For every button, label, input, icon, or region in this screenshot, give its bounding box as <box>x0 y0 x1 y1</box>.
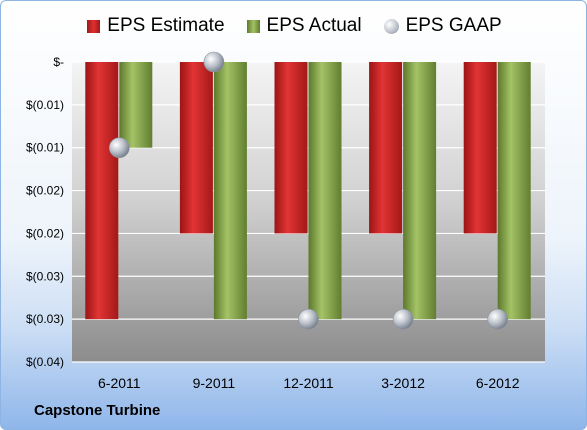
y-tick-label: $(0.03) <box>26 269 64 283</box>
y-tick-label: $(0.03) <box>26 312 64 326</box>
eps-estimate-bar <box>179 62 213 234</box>
x-category-label: 6-2011 <box>98 375 141 391</box>
gaap-markers <box>109 51 509 330</box>
red-bar-swatch-icon <box>87 19 101 33</box>
eps-estimate-bar <box>369 62 403 234</box>
eps-gaap-marker <box>298 308 319 330</box>
eps-gaap-marker <box>109 137 130 159</box>
x-axis-category-labels: 6-2011 9-2011 12-2011 3-2012 6-2012 <box>98 375 520 391</box>
y-tick-label: $- <box>53 55 64 69</box>
eps-gaap-marker <box>203 51 225 73</box>
legend-label-eps-estimate: EPS Estimate <box>107 15 225 36</box>
eps-estimate-bar <box>463 62 497 234</box>
legend-item-eps-estimate: EPS Estimate <box>87 15 225 37</box>
y-tick-label: $(0.01) <box>26 98 64 112</box>
green-bar-swatch-icon <box>246 19 260 33</box>
y-tick-label: $(0.02) <box>26 226 64 240</box>
legend-label-eps-actual: EPS Actual <box>266 15 362 36</box>
eps-actual-bar <box>497 62 531 320</box>
y-tick-label: $(0.01) <box>26 141 64 155</box>
eps-gaap-marker <box>487 308 509 330</box>
eps-estimate-bar <box>274 62 308 234</box>
eps-actual-bar <box>403 62 437 320</box>
eps-estimate-bar <box>85 62 119 320</box>
x-category-label: 6-2012 <box>476 375 520 391</box>
eps-gaap-marker <box>392 308 414 330</box>
eps-actual-bar <box>119 62 153 148</box>
bars <box>85 62 531 320</box>
gray-sphere-swatch-icon <box>383 18 399 34</box>
chart-legend: EPS Estimate EPS Actual EPS GAAP <box>1 15 586 37</box>
x-category-label: 12-2011 <box>283 375 334 391</box>
y-axis-tick-labels: $- $(0.01) $(0.01) $(0.02) $(0.02) $(0.03) $(0… <box>26 55 64 369</box>
x-category-label: 9-2011 <box>193 375 236 391</box>
eps-actual-bar <box>308 62 342 320</box>
y-tick-label: $(0.04) <box>26 355 64 369</box>
y-tick-label: $(0.02) <box>26 184 64 198</box>
company-name: Capstone Turbine <box>34 402 161 419</box>
x-category-label: 3-2012 <box>381 375 425 391</box>
legend-item-eps-gaap: EPS GAAP <box>383 15 502 37</box>
legend-item-eps-actual: EPS Actual <box>246 15 362 37</box>
legend-label-eps-gaap: EPS GAAP <box>405 15 502 36</box>
eps-actual-bar <box>213 62 247 320</box>
